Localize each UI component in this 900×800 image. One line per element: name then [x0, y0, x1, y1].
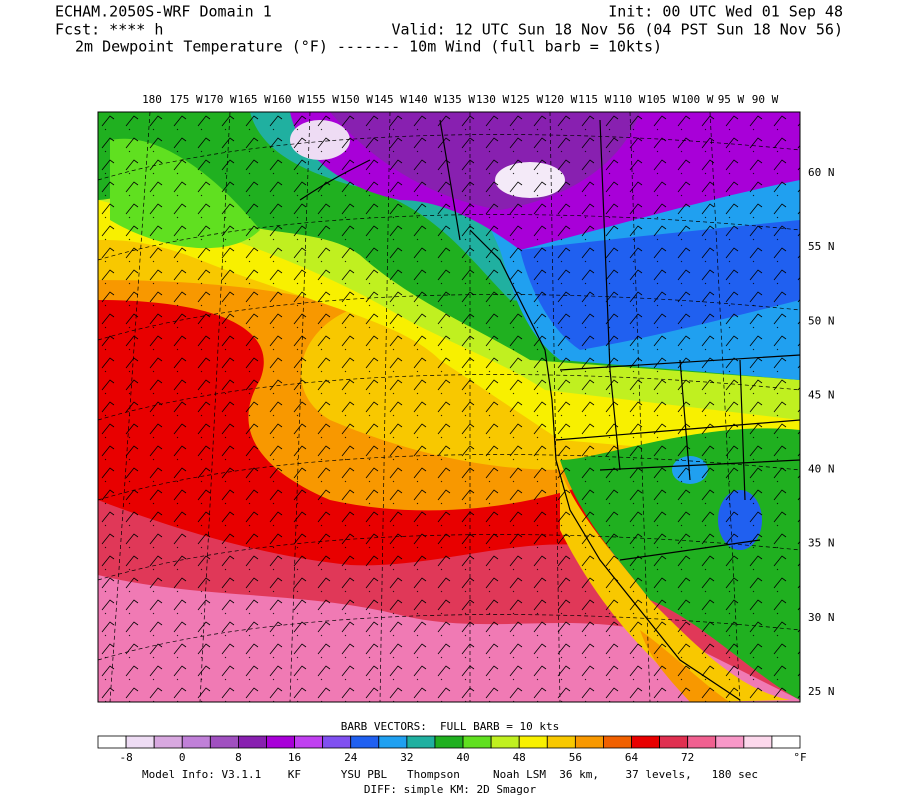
latitude-label: 40 N: [808, 463, 835, 476]
longitude-label: 170 W: [204, 93, 237, 106]
legend-swatch: [406, 735, 436, 749]
longitude-label: 175 W: [169, 93, 202, 106]
legend-label: 72: [681, 751, 694, 764]
latitude-label: 50 N: [808, 314, 835, 327]
longitude-label: 180: [142, 93, 162, 106]
legend-label: 8: [235, 751, 242, 764]
legend-swatch: [266, 735, 295, 749]
legend-swatch: [687, 735, 717, 749]
map: [98, 112, 800, 702]
legend-label: 24: [344, 751, 358, 764]
longitude-labels: 180 175 W 170 W 165 W 160 W 155 W 150 W 145 W 14…: [142, 93, 779, 106]
legend-swatch: [181, 735, 211, 749]
latitude-label: 60 N: [808, 166, 835, 179]
longitude-label: 105 W: [646, 93, 679, 106]
model-info: Model Info: V3.1.1 KF YSU PBL Thompson N…: [142, 768, 758, 781]
latitude-label: 30 N: [808, 611, 835, 624]
legend-label: 40: [456, 751, 469, 764]
legend-label: 64: [625, 751, 639, 764]
legend-label: 32: [400, 751, 413, 764]
latitude-label: 35 N: [808, 537, 835, 550]
legend-swatch: [294, 735, 324, 749]
latitude-label: 55 N: [808, 240, 835, 253]
legend-label: 56: [569, 751, 582, 764]
legend-swatch: [322, 735, 352, 749]
legend-swatch: [434, 735, 464, 749]
longitude-label: 90 W: [752, 93, 779, 106]
legend-swatch: [743, 735, 773, 749]
longitude-label: 125 W: [510, 93, 543, 106]
legend-swatch: [631, 735, 661, 749]
legend-swatch: [715, 735, 745, 749]
longitude-label: 145 W: [374, 93, 407, 106]
latitude-labels: 60 N 55 N 50 N 45 N 40 N 35 N 30 N 25 N: [808, 166, 835, 698]
legend-swatch: [771, 735, 801, 749]
init-time: Init: 00 UTC Wed 01 Sep 48: [608, 3, 843, 21]
legend-swatch: [546, 735, 576, 749]
legend-unit: °F: [793, 751, 806, 764]
forecast-hour: Fcst: **** h: [55, 21, 163, 39]
longitude-label: 120 W: [544, 93, 577, 106]
latitude-label: 45 N: [808, 388, 835, 401]
longitude-label: 155 W: [306, 93, 339, 106]
legend-swatch: [603, 735, 632, 749]
model-title: ECHAM.2050S-WRF Domain 1: [55, 3, 272, 21]
legend-label: -8: [119, 751, 132, 764]
legend-swatch: [350, 735, 380, 749]
legend-title: BARB VECTORS: FULL BARB = 10 kts: [341, 720, 560, 733]
latitude-label: 25 N: [808, 685, 835, 698]
valid-time: Valid: 12 UTC Sun 18 Nov 56 (04 PST Sun …: [391, 21, 843, 39]
legend-swatch: [97, 735, 127, 749]
legend-label: 16: [288, 751, 301, 764]
longitude-label: 100 W: [680, 93, 713, 106]
legend-label: 48: [513, 751, 526, 764]
legend-swatch: [153, 735, 183, 749]
longitude-label: 95 W: [718, 93, 745, 106]
legend-label: 0: [179, 751, 186, 764]
longitude-label: 115 W: [578, 93, 611, 106]
legend-swatch: [518, 735, 548, 749]
legend-swatch: [237, 735, 267, 749]
longitude-label: 160 W: [272, 93, 305, 106]
longitude-label: 110 W: [612, 93, 645, 106]
longitude-label: 165 W: [238, 93, 271, 106]
legend-swatch: [462, 735, 492, 749]
legend-swatch: [378, 735, 408, 749]
field-description: 2m Dewpoint Temperature (°F) ------- 10m…: [75, 38, 662, 56]
legend-swatch: [209, 735, 239, 749]
legend-swatch: [490, 735, 520, 749]
legend-swatch: [125, 735, 155, 749]
color-legend: -8 0 8 16 24 32 40 48 56 64 72 °F: [97, 735, 807, 764]
legend-swatch: [659, 735, 689, 749]
longitude-label: 140 W: [408, 93, 441, 106]
legend-swatch: [574, 735, 604, 749]
map-frame: [97, 111, 801, 703]
longitude-label: 135 W: [442, 93, 475, 106]
diff-info: DIFF: simple KM: 2D Smagor: [364, 783, 537, 796]
longitude-label: 130 W: [476, 93, 509, 106]
longitude-label: 150 W: [340, 93, 373, 106]
